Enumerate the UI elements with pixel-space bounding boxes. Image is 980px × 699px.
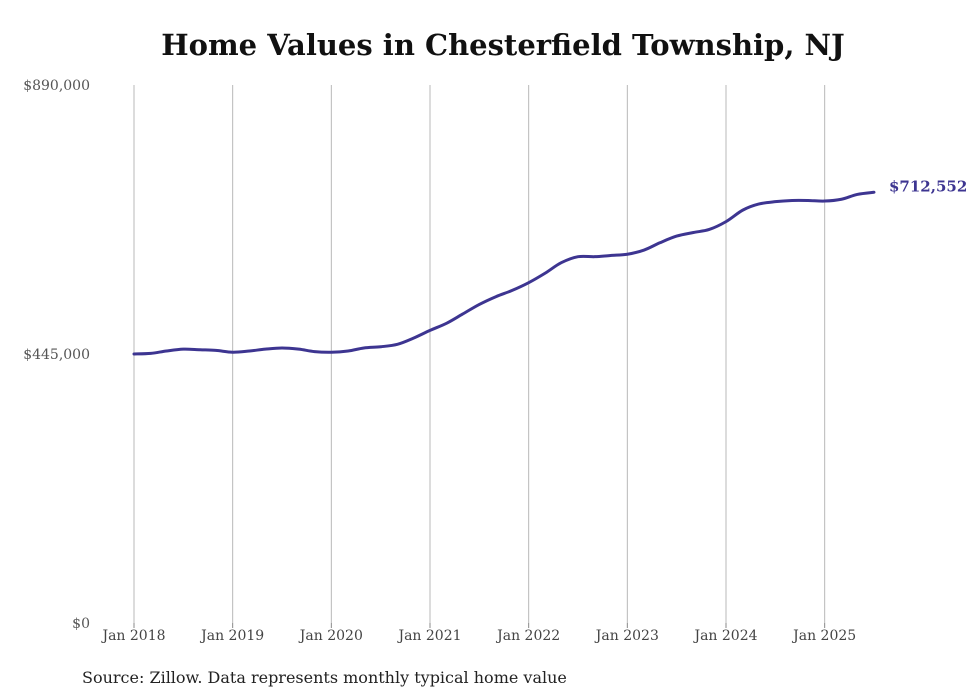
x-axis-ticks: Jan 2018 Jan 2019 Jan 2020 Jan 2021 Jan 2022… <box>100 628 856 644</box>
y-axis-ticks: $0 $445,000 $890,000 <box>23 78 90 632</box>
x-tick-label: Jan 2018 <box>100 628 165 644</box>
y-tick-label: $890,000 <box>23 78 90 94</box>
x-tick-label: Jan 2023 <box>594 628 659 644</box>
end-value-label: $712,552 <box>889 177 967 195</box>
chart-title: Home Values in Chesterfield Township, NJ <box>161 28 845 62</box>
source-note: Source: Zillow. Data represents monthly … <box>82 668 567 687</box>
x-tick-label: Jan 2020 <box>298 628 363 644</box>
x-tick-label: Jan 2021 <box>396 628 461 644</box>
x-tick-label: Jan 2019 <box>199 628 264 644</box>
series-line <box>132 190 876 356</box>
series-group: $712,552 <box>132 177 967 356</box>
x-tick-label: Jan 2022 <box>495 628 560 644</box>
x-tick-label: Jan 2025 <box>791 628 856 644</box>
grid-lines <box>133 85 826 628</box>
y-tick-label: $0 <box>72 616 90 632</box>
x-tick-label: Jan 2024 <box>692 628 757 644</box>
y-tick-label: $445,000 <box>23 347 90 363</box>
